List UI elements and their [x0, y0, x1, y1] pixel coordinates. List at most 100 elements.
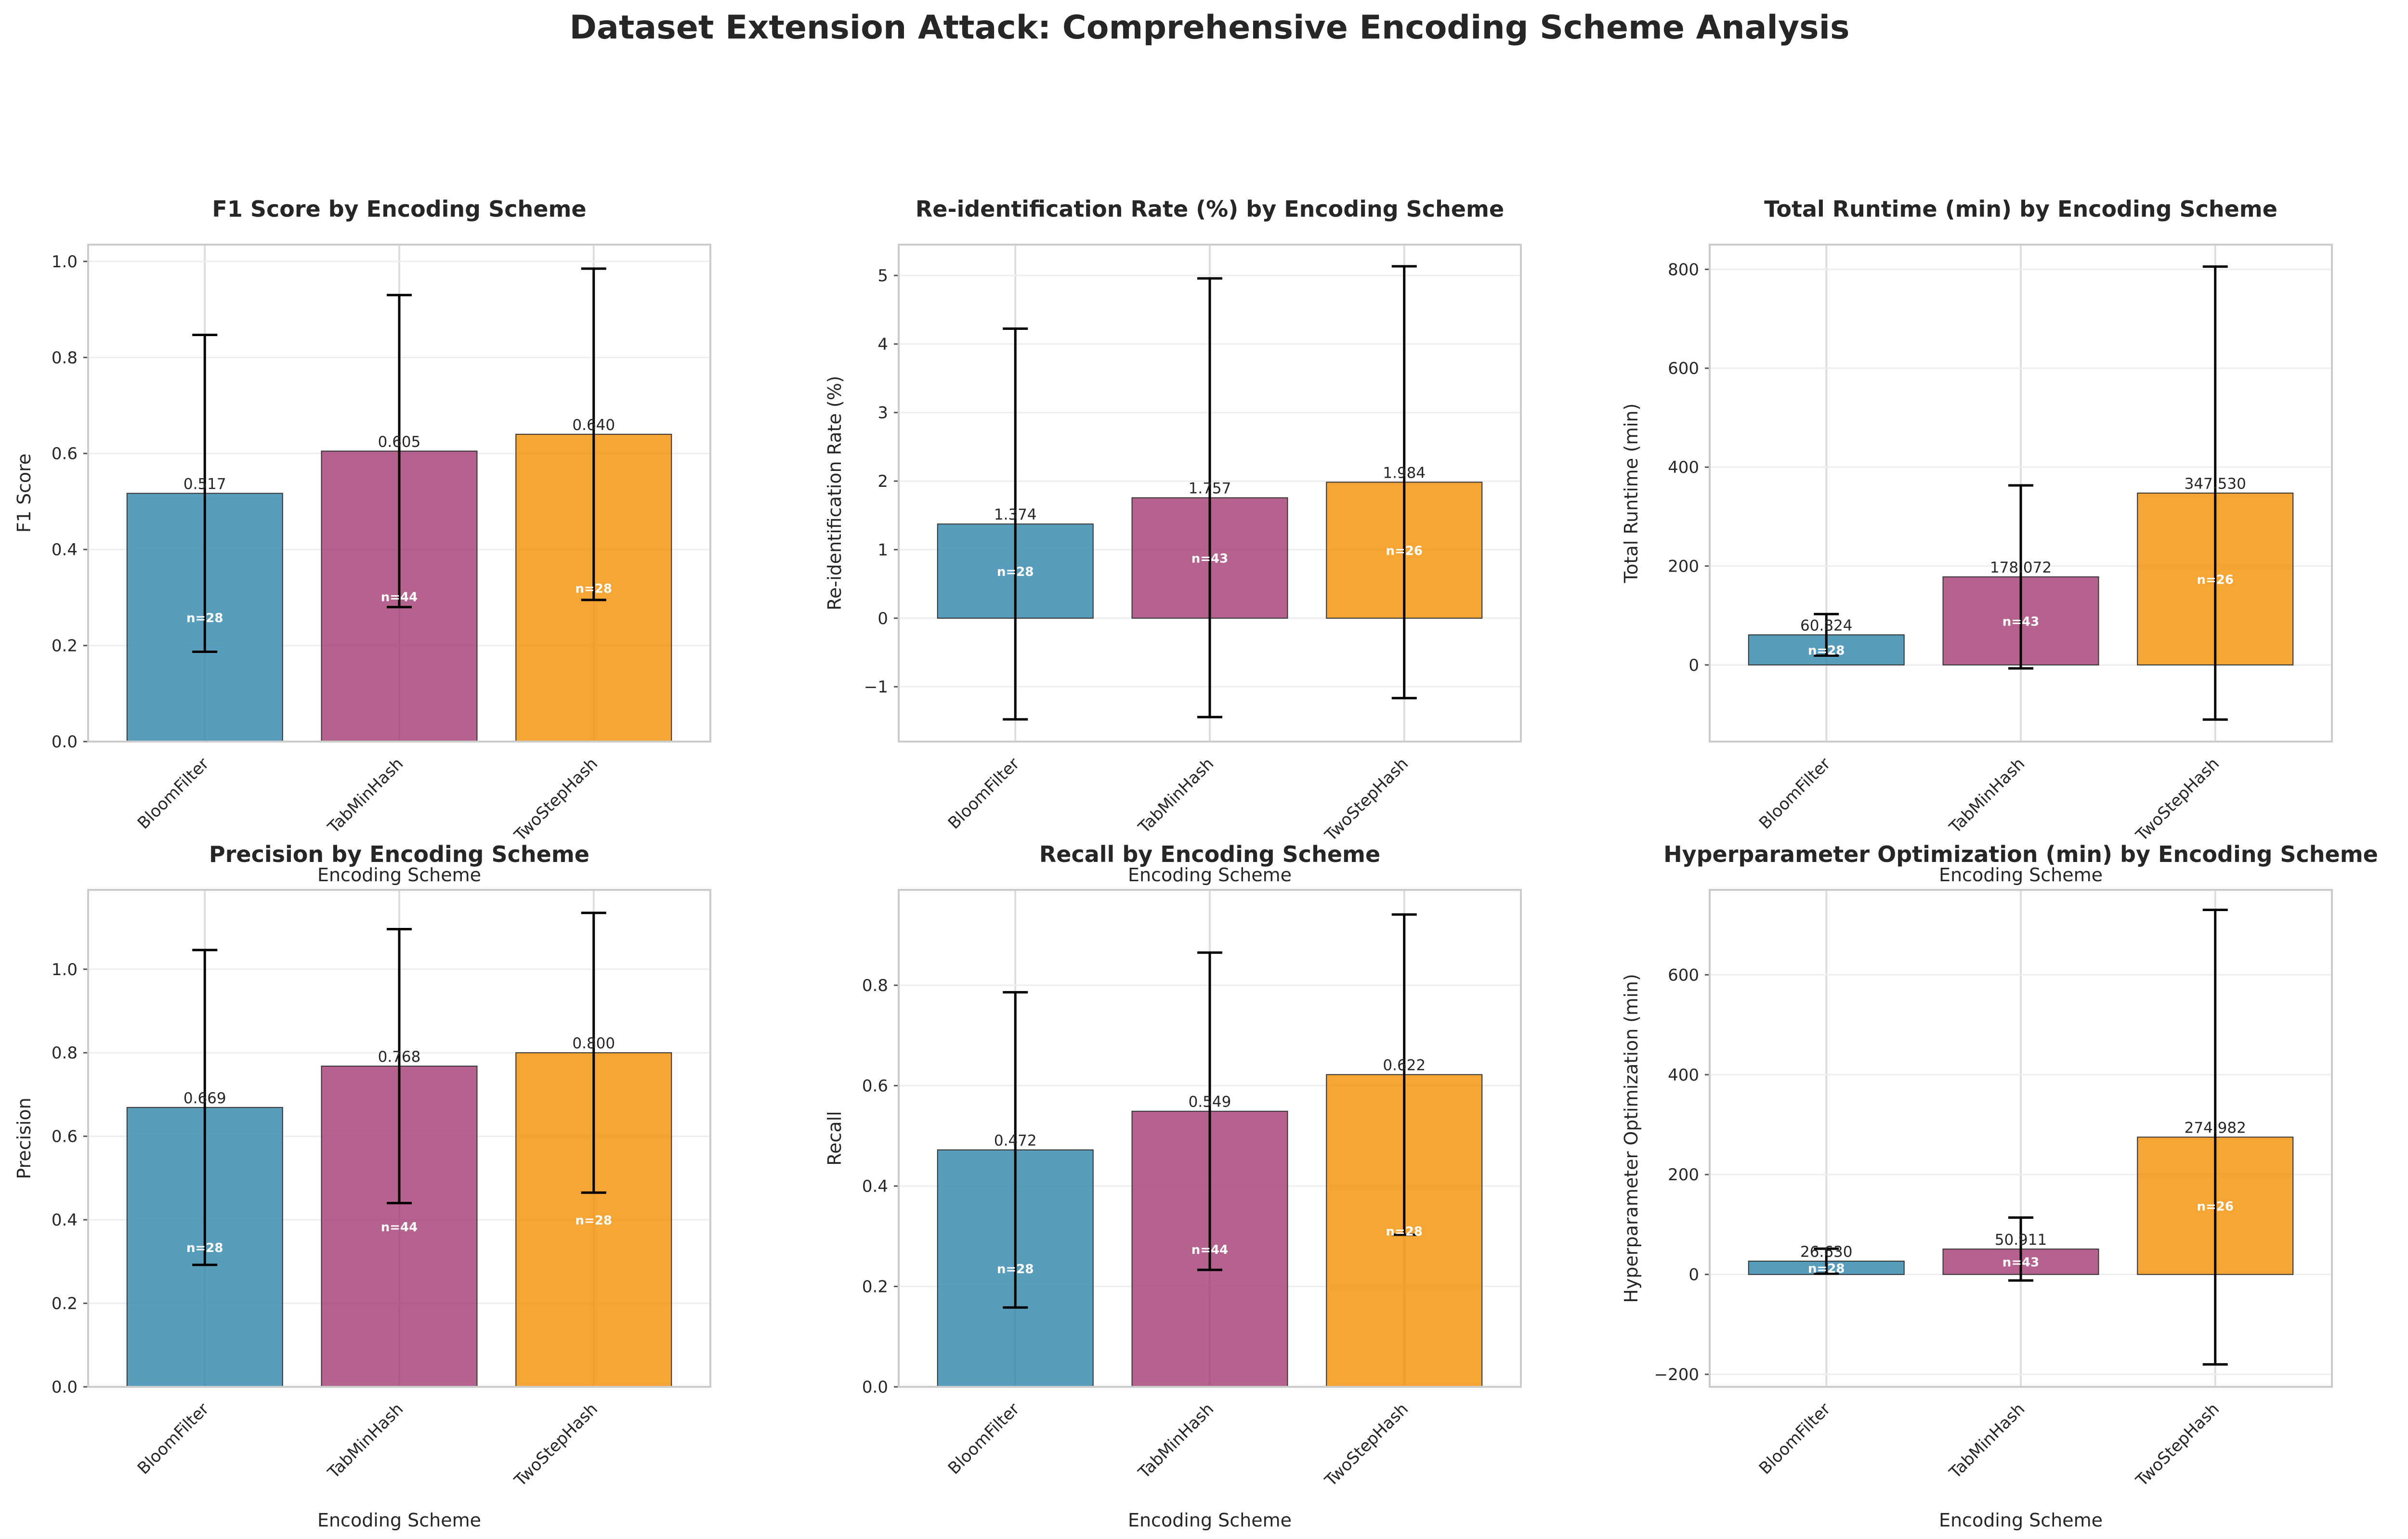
axes-frame	[1709, 244, 2333, 743]
y-axis-label: Total Runtime (min)	[1621, 404, 1642, 584]
x-axis-label: Encoding Scheme	[1128, 1510, 1292, 1531]
count-label: n=28	[576, 582, 612, 596]
chart-panel-1: 0.517 n=28 BloomFilter 0.605 n=44 TabMinHash 0…	[13, 196, 711, 886]
value-label: 347.530	[2185, 475, 2246, 493]
count-label: n=28	[997, 565, 1034, 579]
y-axis-label: Recall	[824, 1111, 845, 1165]
value-label: 1.984	[1383, 464, 1426, 482]
y-tick-label: 600	[1668, 965, 1699, 985]
x-axis-label: Encoding Scheme	[317, 1510, 481, 1531]
value-label: 0.768	[378, 1048, 421, 1066]
y-axis-label: Re-identification Rate (%)	[824, 376, 845, 610]
count-label: n=43	[1191, 552, 1228, 566]
count-label: n=43	[2002, 1255, 2039, 1270]
count-label: n=44	[381, 1220, 418, 1235]
x-axis-label: Encoding Scheme	[1128, 864, 1292, 886]
y-tick-label: 1.0	[52, 960, 78, 979]
x-tick-label: TabMinHash	[1945, 1399, 2028, 1483]
count-label: n=26	[1386, 544, 1423, 559]
value-label: 0.472	[994, 1132, 1037, 1149]
value-label: 60.824	[1800, 617, 1852, 634]
x-axis-label: Encoding Scheme	[1939, 864, 2103, 886]
x-axis-label: Encoding Scheme	[1939, 1510, 2103, 1531]
y-tick-label: −200	[1654, 1365, 1699, 1384]
value-label: 0.669	[183, 1090, 226, 1107]
chart-panel-5: 0.472 n=28 BloomFilter 0.549 n=44 TabMinHash 0…	[824, 841, 1522, 1531]
x-tick-label: TwoStepHash	[510, 754, 602, 845]
x-tick-label: TwoStepHash	[1321, 754, 1412, 845]
count-label: n=28	[1386, 1225, 1423, 1239]
y-tick-label: 0.4	[52, 540, 78, 560]
y-tick-label: 800	[1668, 260, 1699, 279]
y-tick-label: 400	[1668, 458, 1699, 477]
y-tick-label: 0.2	[52, 1294, 78, 1314]
count-label: n=28	[576, 1213, 612, 1228]
chart-panel-2: 1.374 n=28 BloomFilter 1.757 n=43 TabMinHash 1…	[824, 196, 1522, 886]
figure-title: Dataset Extension Attack: Comprehensive …	[569, 9, 1850, 47]
y-tick-label: 5	[877, 266, 888, 286]
axes-frame	[87, 244, 711, 743]
value-label: 274.982	[2185, 1119, 2246, 1136]
y-tick-label: 0.4	[52, 1211, 78, 1230]
y-tick-label: 0.8	[52, 348, 78, 367]
x-tick-label: BloomFilter	[1755, 1399, 1834, 1478]
y-tick-label: 2	[877, 472, 888, 491]
y-tick-label: −1	[864, 678, 888, 697]
count-label: n=28	[186, 611, 223, 626]
y-tick-label: 0	[1688, 656, 1699, 675]
y-axis-label: Hyperparameter Optimization (min)	[1621, 974, 1642, 1303]
count-label: n=44	[1191, 1243, 1228, 1257]
value-label: 26.630	[1800, 1243, 1852, 1261]
value-label: 1.757	[1189, 480, 1231, 497]
y-tick-label: 0.2	[862, 1278, 888, 1297]
y-tick-label: 0.0	[862, 1378, 888, 1397]
y-axis-label: Precision	[13, 1097, 35, 1179]
value-label: 178.072	[1990, 559, 2052, 576]
axes-frame	[898, 889, 1522, 1388]
x-tick-label: TwoStepHash	[2132, 754, 2223, 845]
y-tick-label: 1	[877, 540, 888, 560]
count-label: n=28	[1808, 1262, 1845, 1276]
y-tick-label: 0.8	[862, 976, 888, 995]
count-label: n=44	[381, 590, 418, 604]
value-label: 1.374	[994, 506, 1037, 523]
x-tick-label: TwoStepHash	[1321, 1399, 1412, 1490]
axes-frame	[87, 889, 711, 1388]
chart-title: Precision by Encoding Scheme	[209, 841, 589, 867]
y-tick-label: 400	[1668, 1066, 1699, 1085]
chart-title: Re-identification Rate (%) by Encoding S…	[916, 196, 1504, 222]
count-label: n=28	[186, 1241, 223, 1255]
y-axis-label: F1 Score	[13, 454, 35, 533]
y-tick-label: 0	[877, 609, 888, 628]
y-tick-label: 200	[1668, 557, 1699, 576]
count-label: n=26	[2197, 573, 2234, 587]
y-tick-label: 200	[1668, 1165, 1699, 1185]
x-tick-label: BloomFilter	[134, 754, 213, 833]
x-tick-label: BloomFilter	[134, 1399, 213, 1478]
x-tick-label: TabMinHash	[324, 1399, 407, 1483]
x-tick-label: BloomFilter	[1755, 754, 1834, 833]
x-axis-label: Encoding Scheme	[317, 864, 481, 886]
x-tick-label: TabMinHash	[1134, 754, 1217, 837]
chart-title: Recall by Encoding Scheme	[1039, 841, 1380, 867]
x-tick-label: TabMinHash	[1945, 754, 2028, 837]
y-tick-label: 0.6	[52, 1127, 78, 1147]
x-tick-label: BloomFilter	[944, 754, 1023, 833]
y-tick-label: 0.4	[862, 1177, 888, 1196]
value-label: 0.622	[1383, 1057, 1426, 1074]
x-tick-label: TwoStepHash	[510, 1399, 602, 1490]
y-tick-label: 0.2	[52, 637, 78, 656]
value-label: 0.640	[572, 417, 615, 434]
chart-panel-3: 60.824 n=28 BloomFilter 178.072 n=43 TabMinHa…	[1621, 196, 2333, 886]
y-tick-label: 3	[877, 404, 888, 423]
count-label: n=28	[997, 1262, 1034, 1277]
y-tick-label: 0.0	[52, 732, 78, 752]
y-tick-label: 0	[1688, 1265, 1699, 1285]
value-label: 0.800	[572, 1035, 615, 1052]
y-tick-label: 4	[877, 335, 888, 354]
y-tick-label: 0.6	[862, 1077, 888, 1096]
y-tick-label: 600	[1668, 359, 1699, 378]
y-tick-label: 0.8	[52, 1043, 78, 1063]
count-label: n=28	[1808, 644, 1845, 658]
